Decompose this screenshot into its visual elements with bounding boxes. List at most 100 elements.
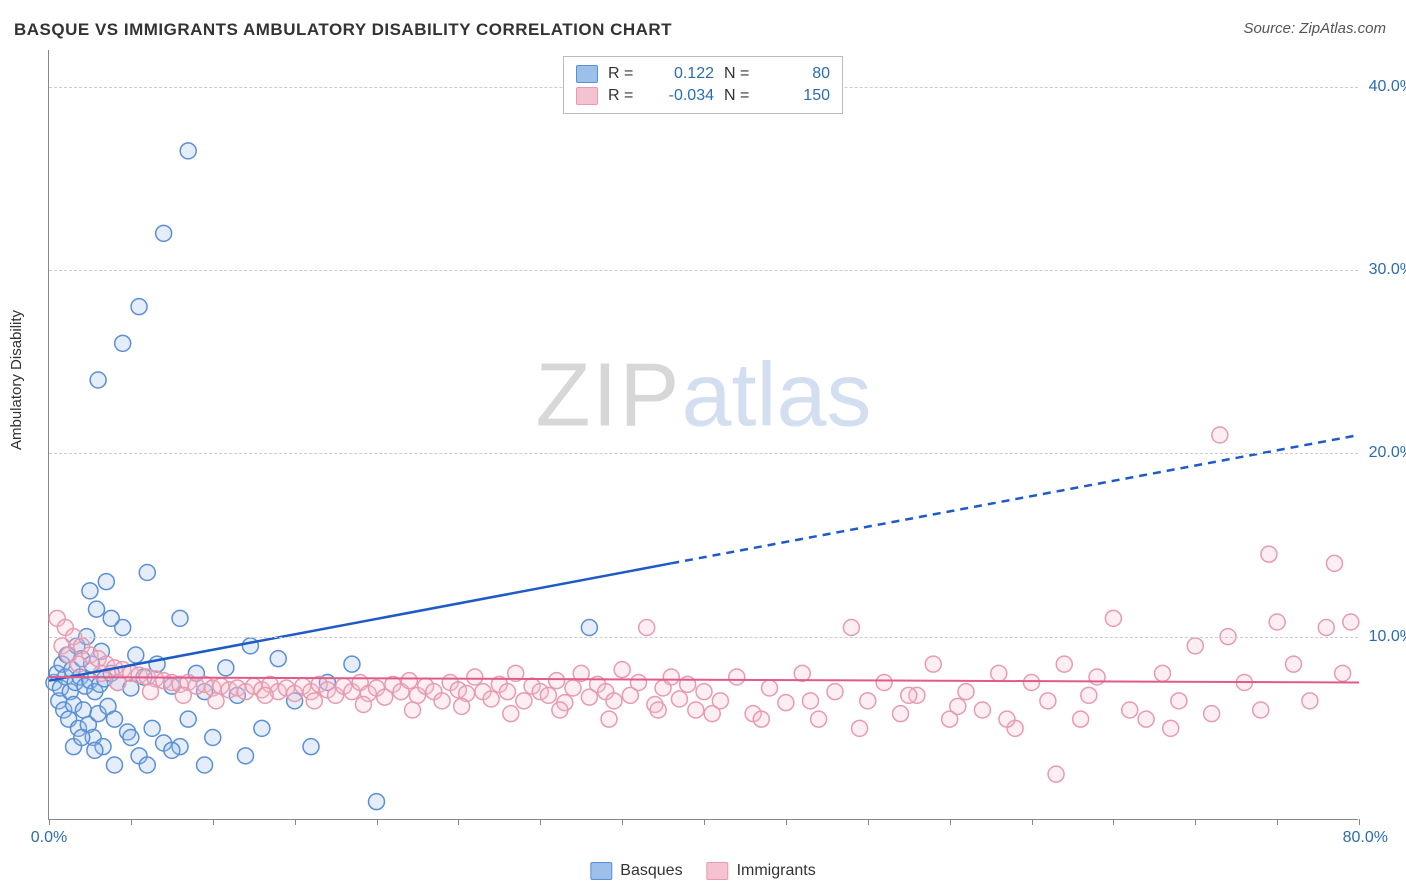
scatter-point bbox=[696, 684, 712, 700]
scatter-point bbox=[1048, 766, 1064, 782]
scatter-point bbox=[631, 675, 647, 691]
scatter-point bbox=[827, 684, 843, 700]
scatter-point bbox=[208, 693, 224, 709]
scatter-point bbox=[843, 620, 859, 636]
legend-item: Immigrants bbox=[707, 862, 816, 880]
scatter-point bbox=[93, 665, 109, 681]
scatter-point bbox=[1335, 665, 1351, 681]
gridline-h bbox=[49, 453, 1358, 454]
x-tick-mark bbox=[540, 819, 541, 825]
scatter-point bbox=[1326, 555, 1342, 571]
x-tick-mark bbox=[1113, 819, 1114, 825]
scatter-point bbox=[139, 565, 155, 581]
chart-container: BASQUE VS IMMIGRANTS AMBULATORY DISABILI… bbox=[0, 0, 1406, 892]
scatter-point bbox=[270, 651, 286, 667]
scatter-point bbox=[180, 143, 196, 159]
scatter-point bbox=[581, 620, 597, 636]
scatter-point bbox=[1286, 656, 1302, 672]
scatter-point bbox=[1105, 610, 1121, 626]
y-axis-label: Ambulatory Disability bbox=[8, 310, 25, 450]
scatter-point bbox=[1138, 711, 1154, 727]
legend-swatch bbox=[707, 862, 729, 880]
scatter-point bbox=[344, 656, 360, 672]
scatter-point bbox=[355, 697, 371, 713]
scatter-point bbox=[1187, 638, 1203, 654]
scatter-point bbox=[254, 720, 270, 736]
chart-svg bbox=[49, 50, 1358, 819]
scatter-point bbox=[1089, 669, 1105, 685]
x-tick-mark bbox=[213, 819, 214, 825]
scatter-point bbox=[503, 706, 519, 722]
scatter-point bbox=[1253, 702, 1269, 718]
legend-row: R =0.122N =80 bbox=[576, 63, 830, 85]
scatter-point bbox=[500, 684, 516, 700]
gridline-h bbox=[49, 637, 1358, 638]
scatter-point bbox=[1261, 546, 1277, 562]
scatter-point bbox=[74, 730, 90, 746]
scatter-point bbox=[1171, 693, 1187, 709]
scatter-point bbox=[1040, 693, 1056, 709]
scatter-point bbox=[88, 601, 104, 617]
scatter-point bbox=[175, 687, 191, 703]
x-tick-mark bbox=[377, 819, 378, 825]
legend-n-label: N = bbox=[724, 87, 758, 105]
y-tick-label: 30.0% bbox=[1369, 261, 1406, 279]
scatter-point bbox=[103, 610, 119, 626]
scatter-point bbox=[1122, 702, 1138, 718]
x-tick-mark bbox=[458, 819, 459, 825]
scatter-point bbox=[218, 660, 234, 676]
legend-n-value: 150 bbox=[768, 87, 830, 105]
scatter-point bbox=[483, 691, 499, 707]
x-tick-mark bbox=[1277, 819, 1278, 825]
legend-swatch bbox=[576, 87, 598, 105]
scatter-point bbox=[70, 656, 86, 672]
plot-area: ZIPatlas 10.0%20.0%30.0%40.0%0.0%80.0% bbox=[48, 50, 1358, 820]
scatter-point bbox=[1155, 665, 1171, 681]
scatter-point bbox=[794, 665, 810, 681]
scatter-point bbox=[802, 693, 818, 709]
scatter-point bbox=[143, 684, 159, 700]
scatter-point bbox=[303, 739, 319, 755]
scatter-point bbox=[860, 693, 876, 709]
scatter-point bbox=[540, 687, 556, 703]
scatter-point bbox=[639, 620, 655, 636]
scatter-point bbox=[614, 662, 630, 678]
gridline-h bbox=[49, 270, 1358, 271]
scatter-point bbox=[257, 687, 273, 703]
scatter-point bbox=[601, 711, 617, 727]
scatter-point bbox=[98, 574, 114, 590]
scatter-point bbox=[90, 372, 106, 388]
x-tick-mark bbox=[622, 819, 623, 825]
scatter-point bbox=[1302, 693, 1318, 709]
scatter-point bbox=[704, 706, 720, 722]
scatter-point bbox=[454, 698, 470, 714]
x-tick-mark bbox=[131, 819, 132, 825]
scatter-point bbox=[552, 702, 568, 718]
scatter-point bbox=[876, 675, 892, 691]
scatter-point bbox=[205, 730, 221, 746]
y-tick-label: 20.0% bbox=[1369, 444, 1406, 462]
scatter-point bbox=[753, 711, 769, 727]
scatter-point bbox=[1269, 614, 1285, 630]
scatter-point bbox=[516, 693, 532, 709]
x-tick-mark bbox=[704, 819, 705, 825]
scatter-point bbox=[115, 335, 131, 351]
scatter-point bbox=[688, 702, 704, 718]
scatter-point bbox=[958, 684, 974, 700]
scatter-point bbox=[1073, 711, 1089, 727]
scatter-point bbox=[156, 225, 172, 241]
scatter-point bbox=[762, 680, 778, 696]
scatter-point bbox=[172, 610, 188, 626]
scatter-point bbox=[999, 711, 1015, 727]
scatter-point bbox=[123, 730, 139, 746]
scatter-point bbox=[306, 693, 322, 709]
legend-r-value: 0.122 bbox=[652, 65, 714, 83]
scatter-point bbox=[164, 742, 180, 758]
scatter-point bbox=[778, 695, 794, 711]
legend-row: R =-0.034N =150 bbox=[576, 85, 830, 107]
scatter-point bbox=[606, 693, 622, 709]
scatter-point bbox=[139, 757, 155, 773]
legend-r-label: R = bbox=[608, 65, 642, 83]
scatter-point bbox=[549, 673, 565, 689]
scatter-point bbox=[1081, 687, 1097, 703]
